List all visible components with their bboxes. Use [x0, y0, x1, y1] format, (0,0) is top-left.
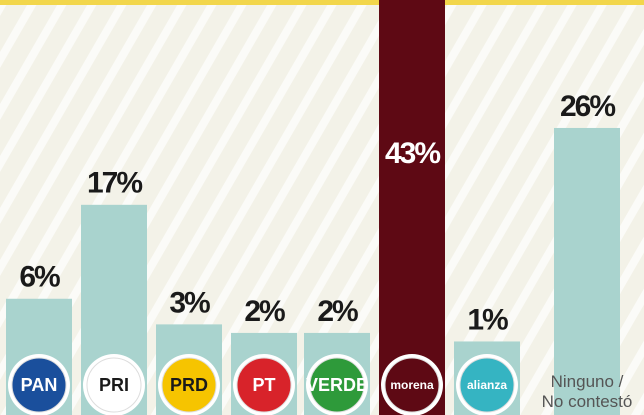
bar [379, 0, 445, 415]
x-tick-label: PAN [21, 375, 58, 395]
value-label: 17% [87, 167, 142, 200]
value-label: 2% [244, 295, 285, 328]
value-label: 3% [169, 286, 210, 319]
party-logo-inner [384, 357, 440, 413]
x-tick-label: PRD [170, 375, 208, 395]
party-logo-inner [86, 357, 142, 413]
x-tick-label: alianza [467, 378, 507, 392]
top-band [0, 0, 644, 5]
bar [554, 127, 620, 415]
x-tick-label: Ninguno / No contestó [541, 372, 633, 411]
party-logo-inner [309, 357, 365, 413]
x-tick-label: VERDE [306, 375, 368, 395]
party-logo-inner [236, 357, 292, 413]
party-logo-inner [161, 357, 217, 413]
x-tick-label: PT [252, 375, 275, 395]
x-tick-label: morena [390, 378, 434, 392]
x-tick-label: PRI [99, 375, 129, 395]
value-label: 2% [317, 295, 358, 328]
value-label: 26% [560, 90, 615, 123]
party-logo-inner [459, 357, 515, 413]
party-logo-inner [11, 357, 67, 413]
value-label: 1% [467, 303, 508, 336]
value-label: 43% [385, 137, 440, 170]
value-label: 6% [19, 261, 60, 294]
